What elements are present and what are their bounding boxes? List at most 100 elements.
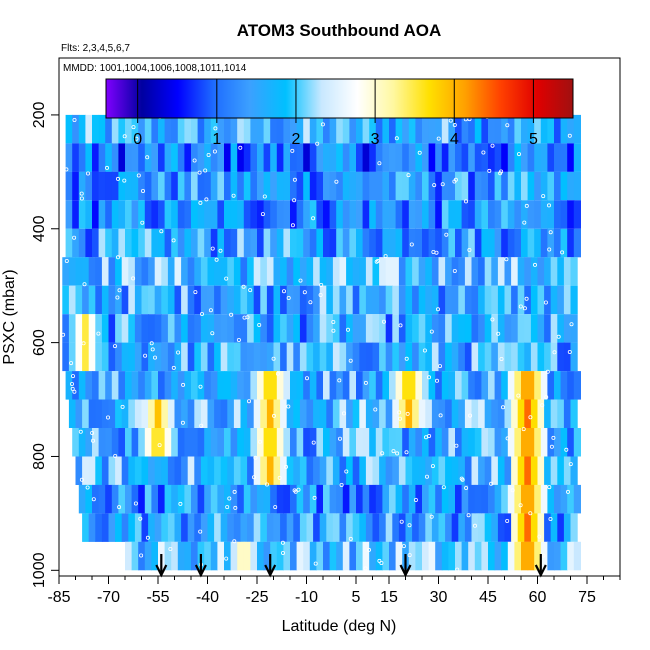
- heatmap-cell: [158, 484, 166, 514]
- heatmap-cell: [177, 114, 185, 144]
- heatmap-cell: [521, 484, 529, 514]
- heatmap-cell: [138, 484, 146, 514]
- sample-marker: [286, 295, 291, 300]
- heatmap-cell: [560, 228, 568, 258]
- heatmap-cell: [237, 143, 245, 172]
- heatmap-cell: [323, 484, 331, 514]
- heatmap-cell: [115, 257, 123, 286]
- heatmap-cell: [230, 371, 238, 400]
- sample-marker: [117, 288, 122, 293]
- heatmap-cell: [389, 114, 397, 144]
- heatmap-cell: [293, 399, 301, 428]
- sample-marker: [406, 173, 411, 178]
- heatmap-cell: [323, 114, 331, 144]
- heatmap-cell: [441, 228, 449, 258]
- sample-marker: [543, 300, 548, 305]
- sample-marker: [319, 282, 324, 287]
- heatmap-cell: [488, 541, 496, 571]
- heatmap-cell: [428, 114, 436, 144]
- sample-marker: [460, 477, 465, 482]
- heatmap-cell: [151, 484, 159, 514]
- heatmap-cell: [243, 428, 251, 457]
- heatmap-cell: [415, 143, 423, 172]
- heatmap-cell: [389, 228, 397, 258]
- heatmap-cell: [365, 285, 374, 315]
- heatmap-cell: [415, 228, 423, 258]
- heatmap-cell: [197, 228, 205, 258]
- heatmap-cell: [88, 513, 96, 542]
- sample-marker: [487, 168, 492, 173]
- profile-arrow: [264, 554, 277, 578]
- heatmap-cell: [158, 114, 166, 144]
- heatmap-cell: [98, 200, 106, 229]
- sample-marker: [311, 440, 316, 445]
- heatmap-cell: [240, 456, 248, 485]
- sample-marker: [398, 323, 403, 328]
- heatmap-cell: [491, 342, 499, 372]
- heatmap-cell: [398, 399, 407, 428]
- profile-arrow: [399, 554, 412, 578]
- heatmap-cell: [316, 143, 324, 172]
- sample-marker: [116, 176, 121, 181]
- sample-marker: [136, 173, 141, 178]
- heatmap-cell: [210, 428, 218, 457]
- heatmap-cell: [240, 513, 248, 542]
- heatmap-cell: [283, 143, 291, 172]
- heatmap-cell: [98, 228, 106, 258]
- heatmap-cell: [266, 342, 275, 372]
- heatmap-cell: [125, 200, 133, 229]
- heatmap-cell: [415, 541, 423, 571]
- heatmap-cell: [98, 143, 106, 172]
- heatmap-cell: [534, 114, 542, 144]
- heatmap-cell: [141, 257, 149, 286]
- heatmap-cell: [257, 484, 265, 514]
- heatmap-cell: [154, 257, 162, 286]
- heatmap-cell: [82, 513, 90, 542]
- sample-marker: [198, 529, 203, 534]
- heatmap-cell: [501, 200, 509, 229]
- heatmap-cell: [458, 314, 466, 343]
- sample-marker: [504, 257, 509, 262]
- heatmap-cell: [573, 484, 581, 514]
- heatmap-cell: [342, 484, 350, 514]
- heatmap-cell: [283, 228, 291, 258]
- y-tick-label: 400: [31, 215, 48, 242]
- heatmap-cell: [286, 285, 294, 315]
- heatmap-cell: [415, 484, 423, 514]
- heatmap-cell: [336, 200, 344, 229]
- heatmap-cell: [458, 513, 466, 542]
- heatmap-cell: [544, 314, 552, 343]
- heatmap-cell: [395, 171, 403, 201]
- heatmap-cell: [491, 314, 499, 343]
- heatmap-cell: [118, 171, 126, 201]
- heatmap-cell: [75, 456, 83, 485]
- heatmap-cell: [108, 285, 116, 315]
- heatmap-cell: [332, 314, 341, 343]
- sample-marker: [377, 161, 382, 166]
- heatmap-cell: [134, 314, 143, 343]
- heatmap-cell: [534, 171, 542, 201]
- heatmap-cell: [299, 456, 308, 485]
- sample-marker: [296, 487, 301, 492]
- x-axis-label: Latitude (deg N): [282, 618, 397, 635]
- heatmap-cell: [356, 228, 364, 258]
- heatmap-cell: [138, 371, 146, 400]
- heatmap-cell: [309, 541, 317, 571]
- heatmap-cell: [530, 342, 539, 372]
- sample-marker: [435, 307, 440, 312]
- heatmap-cell: [488, 484, 496, 514]
- heatmap-cell: [88, 399, 96, 428]
- sample-marker: [490, 143, 495, 148]
- heatmap-cell: [65, 228, 73, 258]
- heatmap-cell: [240, 342, 248, 372]
- heatmap-cell: [283, 484, 291, 514]
- heatmap-cell: [461, 484, 469, 514]
- heatmap-cell: [174, 342, 182, 372]
- heatmap-cell: [451, 399, 459, 428]
- heatmap-cell: [257, 143, 265, 172]
- heatmap-cell: [227, 285, 235, 315]
- heatmap-cell: [125, 114, 133, 144]
- heatmap-cell: [530, 285, 539, 315]
